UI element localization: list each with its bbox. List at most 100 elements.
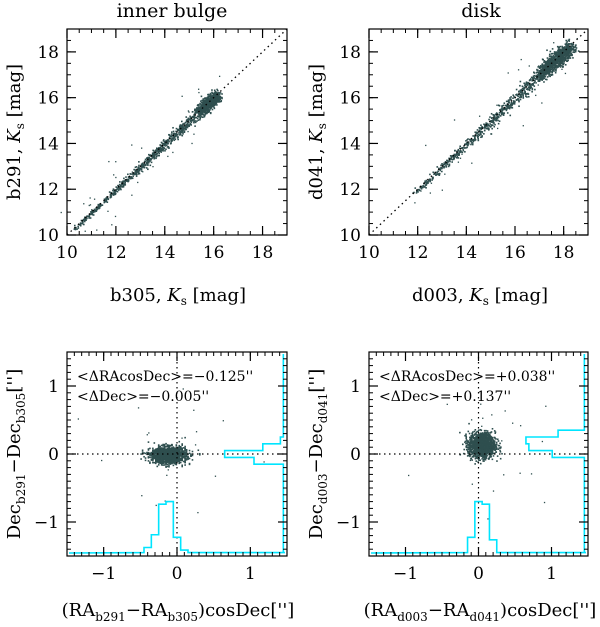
data-point xyxy=(417,188,420,191)
data-point xyxy=(443,163,446,166)
data-point xyxy=(164,150,166,152)
data-point xyxy=(149,160,151,163)
data-point xyxy=(491,458,494,461)
data-point xyxy=(221,97,223,100)
data-point xyxy=(202,116,204,119)
data-point xyxy=(162,454,164,457)
data-point xyxy=(152,166,154,168)
data-point xyxy=(561,57,563,60)
data-point xyxy=(558,49,560,52)
data-point xyxy=(172,451,175,454)
data-point xyxy=(196,120,198,122)
data-point xyxy=(457,157,460,159)
data-point xyxy=(549,70,552,73)
data-point xyxy=(546,59,549,62)
data-point xyxy=(204,113,206,116)
data-point xyxy=(214,103,217,106)
data-point xyxy=(536,71,539,74)
data-point xyxy=(159,461,161,463)
data-point xyxy=(163,445,166,448)
data-point xyxy=(141,163,144,166)
data-point xyxy=(157,447,160,450)
data-point xyxy=(208,109,210,112)
data-point xyxy=(191,459,194,461)
data-point xyxy=(546,76,549,78)
data-point xyxy=(197,88,200,90)
x-tick-label: 10 xyxy=(56,243,78,263)
data-point xyxy=(197,119,200,121)
data-point xyxy=(485,122,488,125)
data-point xyxy=(421,186,424,189)
data-point xyxy=(134,170,137,172)
data-point xyxy=(222,420,224,422)
data-point xyxy=(555,64,558,67)
data-point xyxy=(569,46,572,48)
data-point xyxy=(122,183,125,186)
data-point xyxy=(535,94,537,97)
data-point xyxy=(469,138,472,141)
data-point xyxy=(157,454,160,457)
data-point xyxy=(79,223,81,226)
data-point xyxy=(157,154,159,157)
data-point xyxy=(174,454,176,456)
data-point xyxy=(152,457,154,460)
data-point xyxy=(182,460,185,463)
data-point xyxy=(495,118,498,121)
data-point xyxy=(511,104,514,106)
data-point xyxy=(572,43,575,46)
data-point xyxy=(523,82,525,85)
data-point xyxy=(435,173,438,176)
data-point xyxy=(175,453,178,456)
data-point xyxy=(504,107,507,109)
data-point xyxy=(185,453,188,455)
data-point xyxy=(120,183,123,186)
data-point xyxy=(174,133,176,136)
data-point xyxy=(556,57,558,60)
data-point xyxy=(560,56,562,59)
data-point xyxy=(183,130,186,133)
data-point xyxy=(454,149,456,152)
data-point xyxy=(561,66,564,68)
data-point xyxy=(191,454,194,457)
data-point xyxy=(211,91,213,94)
data-point xyxy=(175,127,178,130)
data-point xyxy=(571,53,573,56)
data-point xyxy=(127,179,130,181)
data-point xyxy=(122,182,125,184)
data-point xyxy=(478,129,481,132)
data-point xyxy=(181,127,184,130)
data-point xyxy=(101,204,104,207)
data-point xyxy=(148,158,150,161)
data-point xyxy=(529,79,531,81)
data-point xyxy=(543,61,545,64)
data-point xyxy=(108,191,111,193)
data-point xyxy=(164,142,167,144)
data-point xyxy=(480,128,483,131)
data-point xyxy=(187,121,190,124)
data-point xyxy=(494,113,497,116)
data-point xyxy=(163,450,166,453)
data-point xyxy=(453,153,456,156)
data-point xyxy=(187,130,189,133)
data-point xyxy=(564,58,567,60)
data-point xyxy=(88,214,91,217)
data-point xyxy=(480,127,482,129)
data-point xyxy=(497,116,500,119)
data-point xyxy=(465,140,467,142)
data-point xyxy=(107,210,109,212)
data-point xyxy=(168,445,170,448)
data-point xyxy=(457,149,460,152)
data-point xyxy=(137,173,140,175)
data-point xyxy=(520,93,523,96)
data-point xyxy=(160,145,163,148)
data-point xyxy=(188,118,191,121)
data-point xyxy=(539,70,541,73)
data-point xyxy=(193,116,196,118)
data-point xyxy=(454,156,457,158)
data-point xyxy=(522,97,525,99)
data-point xyxy=(114,189,117,192)
data-point xyxy=(486,125,488,127)
data-point xyxy=(553,61,555,64)
data-point xyxy=(510,106,513,109)
y-tick-label: 0 xyxy=(48,445,59,465)
